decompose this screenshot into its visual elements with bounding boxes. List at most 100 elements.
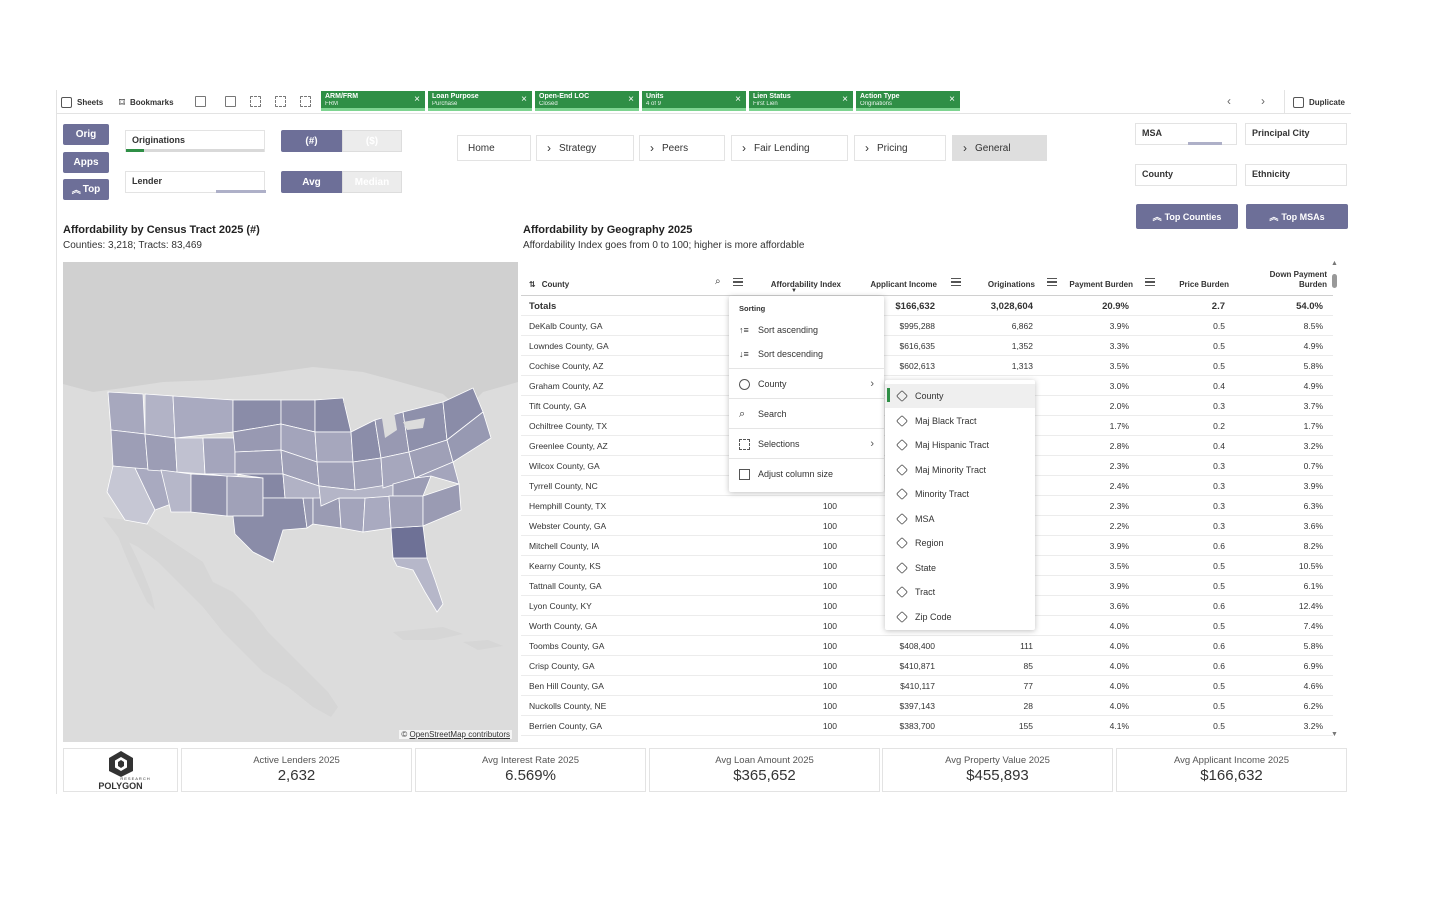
menu-adjust-column[interactable]: Adjust column size [729, 462, 884, 486]
dimension-option-county[interactable]: County [885, 384, 1035, 408]
table-row[interactable]: Toombs County, GA 100 $408,400 111 4.0% 0.6 5.… [521, 636, 1333, 656]
selection-chip[interactable]: Lien Status First Lien × [749, 91, 853, 111]
dimension-option-zip-code[interactable]: Zip Code [885, 605, 1035, 629]
lender-filter[interactable]: Lender [125, 171, 266, 193]
table-scrollbar[interactable]: ▲ ▼ [1331, 260, 1339, 738]
col-county-header[interactable]: ⇅ County [529, 260, 749, 296]
search-icon[interactable]: ⌕ [715, 276, 721, 287]
openstreetmap-link[interactable]: OpenStreetMap contributors [409, 730, 511, 739]
tab-general[interactable]: › General [952, 135, 1047, 161]
close-icon[interactable]: × [521, 94, 527, 105]
col-payment-header[interactable]: Payment Burden [1041, 260, 1133, 296]
close-icon[interactable]: × [628, 94, 634, 105]
ethnicity-filter[interactable]: Ethnicity [1245, 164, 1347, 186]
close-icon[interactable]: × [735, 94, 741, 105]
step-back-icon[interactable] [275, 96, 286, 107]
count-amount-toggle[interactable]: (#) ($) [281, 130, 402, 152]
msa-filter[interactable]: MSA [1135, 123, 1237, 145]
table-row[interactable]: Cochise County, AZ $602,613 1,313 3.5% 0.5 5.… [521, 356, 1333, 376]
tab-fair-lending[interactable]: › Fair Lending [731, 135, 848, 161]
selection-chip[interactable]: ARM/FRM FRM × [321, 91, 425, 111]
dimension-option-tract[interactable]: Tract [885, 580, 1035, 604]
census-tract-map[interactable]: © OpenStreetMap contributors [63, 262, 518, 742]
cell-index: 100 [822, 521, 837, 531]
sheets-button[interactable]: Sheets [61, 90, 103, 114]
dimension-option-msa[interactable]: MSA [885, 507, 1035, 531]
top-counties-button[interactable]: ︽ Top Counties [1136, 204, 1238, 229]
next-sheet-icon[interactable]: › [1261, 94, 1265, 108]
col-down-payment-header[interactable]: Down Payment Burden [1233, 260, 1327, 296]
avg-option[interactable]: Avg [281, 171, 342, 193]
cell-pay: 2.8% [1109, 441, 1129, 451]
avg-median-toggle[interactable]: Avg Median [281, 171, 402, 193]
menu-divider [729, 398, 884, 399]
menu-sort-descending[interactable]: ↓≡ Sort descending [729, 342, 884, 366]
close-icon[interactable]: × [949, 94, 955, 105]
duplicate-button[interactable]: Duplicate [1283, 90, 1345, 114]
menu-search[interactable]: ⌕ Search [729, 402, 884, 426]
median-option[interactable]: Median [342, 171, 402, 193]
amount-option[interactable]: ($) [342, 130, 402, 152]
col-income-header[interactable]: Applicant Income [845, 260, 937, 296]
table-row[interactable]: Lowndes County, GA $616,635 1,352 3.3% 0.5 4.… [521, 336, 1333, 356]
top-button[interactable]: ︽ Top [63, 179, 109, 200]
menu-sort-ascending[interactable]: ↑≡ Sort ascending [729, 318, 884, 342]
close-icon[interactable]: × [414, 94, 420, 105]
column-menu-icon[interactable] [733, 278, 743, 286]
tab-strategy[interactable]: › Strategy [536, 135, 634, 161]
count-option[interactable]: (#) [281, 130, 342, 152]
originations-filter[interactable]: Originations [125, 130, 265, 152]
dimension-option-maj-hispanic-tract[interactable]: Maj Hispanic Tract [885, 433, 1035, 457]
selection-chip[interactable]: Units 4 of 9 × [642, 91, 746, 111]
close-icon[interactable]: × [842, 94, 848, 105]
table-row[interactable]: Crisp County, GA 100 $410,871 85 4.0% 0.6 6.9% [521, 656, 1333, 676]
col-originations-header[interactable]: Originations [945, 260, 1035, 296]
selection-chip[interactable]: Open-End LOC Closed × [535, 91, 639, 111]
tab-pricing[interactable]: › Pricing [854, 135, 946, 161]
smart-search-icon[interactable] [225, 96, 236, 107]
column-menu-icon[interactable] [1047, 278, 1057, 286]
toolbar: Sheets ⌑ Bookmarks ARM/FRM FRM × Loan Purpo… [57, 90, 1351, 114]
county-filter[interactable]: County [1135, 164, 1237, 186]
double-chevron-up-icon: ︽ [71, 185, 81, 195]
top-msas-button[interactable]: ︽ Top MSAs [1246, 204, 1348, 229]
column-menu-icon[interactable] [951, 278, 961, 286]
table-row[interactable]: DeKalb County, GA $995,288 6,862 3.9% 0.5 8.5… [521, 316, 1333, 336]
menu-county-dimension[interactable]: County › [729, 372, 884, 396]
col-affordability-header[interactable]: Affordability Index [749, 260, 841, 296]
col-price-header[interactable]: Price Burden [1137, 260, 1229, 296]
selection-chip[interactable]: Loan Purpose Purchase × [428, 91, 532, 111]
menu-selections[interactable]: Selections › [729, 432, 884, 456]
dimension-option-maj-minority-tract[interactable]: Maj Minority Tract [885, 458, 1035, 482]
dimension-option-region[interactable]: Region [885, 531, 1035, 555]
tab-peers[interactable]: › Peers [639, 135, 725, 161]
dimension-option-state[interactable]: State [885, 556, 1035, 580]
previous-sheet-icon[interactable]: ‹ [1227, 94, 1231, 108]
selection-chip[interactable]: Action Type Originations × [856, 91, 960, 111]
table-row[interactable]: Berrien County, GA 100 $383,700 155 4.1% 0.5 3… [521, 716, 1333, 736]
map-attribution[interactable]: © OpenStreetMap contributors [399, 730, 512, 739]
cell-pay: 2.2% [1109, 521, 1129, 531]
cell-county: Ben Hill County, GA [529, 681, 604, 691]
scroll-up-icon[interactable]: ▲ [1331, 260, 1338, 267]
insights-icon[interactable] [195, 96, 206, 107]
table-row[interactable]: Ben Hill County, GA 100 $410,117 77 4.0% 0.5 4… [521, 676, 1333, 696]
table-header: ⇅ County ⌕ Affordability Index ▼ Applica… [521, 260, 1333, 296]
principal-city-filter[interactable]: Principal City [1245, 123, 1347, 145]
apps-button[interactable]: Apps [63, 152, 109, 173]
table-row[interactable]: Nuckolls County, NE 100 $397,143 28 4.0% 0.5 6… [521, 696, 1333, 716]
dimension-option-maj-black-tract[interactable]: Maj Black Tract [885, 409, 1035, 433]
cell-price: 0.6 [1213, 661, 1225, 671]
bookmarks-button[interactable]: ⌑ Bookmarks [119, 90, 174, 114]
selections-tool-icon[interactable] [250, 96, 261, 107]
clear-selections-icon[interactable] [300, 96, 311, 107]
dimension-option-minority-tract[interactable]: Minority Tract [885, 482, 1035, 506]
sheets-label: Sheets [77, 97, 104, 107]
table-row[interactable]: Worth County, GA 100 4.0% 0.5 7.4% [521, 616, 1333, 636]
column-menu-icon[interactable] [1145, 278, 1155, 286]
cell-down: 5.8% [1303, 641, 1323, 651]
orig-button[interactable]: Orig [63, 124, 109, 145]
scrollbar-thumb[interactable] [1332, 274, 1337, 288]
scroll-down-icon[interactable]: ▼ [1331, 731, 1338, 738]
tab-home[interactable]: Home [457, 135, 531, 161]
